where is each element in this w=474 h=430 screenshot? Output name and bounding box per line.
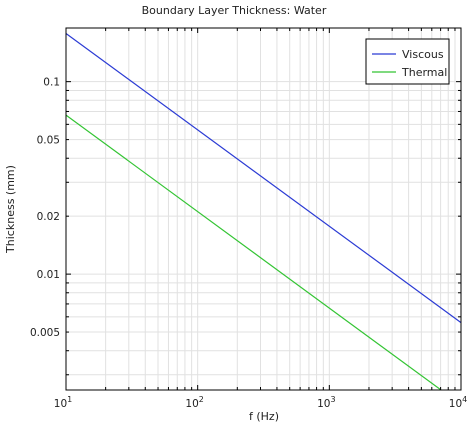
legend-box (365, 38, 450, 85)
y-tick-label: 0.01 (37, 269, 60, 281)
x-tick-base: 10 (185, 398, 198, 410)
y-tick-label: 0.02 (37, 211, 60, 223)
plot-frame (65, 27, 462, 391)
x-tick-label: 104 (449, 395, 467, 410)
x-tick-label: 101 (54, 395, 72, 410)
axis-ticks (65, 28, 462, 390)
x-tick-exponent: 1 (67, 395, 72, 404)
x-tick-exponent: 2 (199, 395, 204, 404)
y-axis-label: Thickness (mm) (4, 165, 17, 254)
x-tick-exponent: 3 (330, 395, 335, 404)
grid-lines (65, 28, 462, 390)
y-tick-label: 0.05 (37, 135, 60, 147)
x-tick-exponent: 4 (462, 395, 467, 404)
y-tick-label: 0.005 (30, 327, 60, 339)
y-tick-labels: 0.1 0.05 0.02 0.01 0.005 (30, 77, 60, 339)
x-tick-labels: 101 102 103 104 (54, 395, 467, 410)
x-tick-label: 102 (185, 395, 203, 410)
legend: Viscous Thermal (365, 38, 450, 85)
legend-label-thermal: Thermal (401, 66, 447, 79)
legend-label-viscous: Viscous (402, 48, 444, 61)
series-line-thermal (66, 114, 443, 390)
x-tick-label: 103 (317, 395, 335, 410)
x-tick-base: 10 (54, 398, 67, 410)
series-line-viscous (66, 33, 461, 324)
series-lines (66, 33, 461, 390)
chart-title: Boundary Layer Thickness: Water (142, 4, 327, 17)
x-axis-label: f (Hz) (249, 410, 279, 423)
y-tick-label: 0.1 (43, 77, 60, 89)
x-tick-base: 10 (449, 398, 462, 410)
x-tick-base: 10 (317, 398, 330, 410)
